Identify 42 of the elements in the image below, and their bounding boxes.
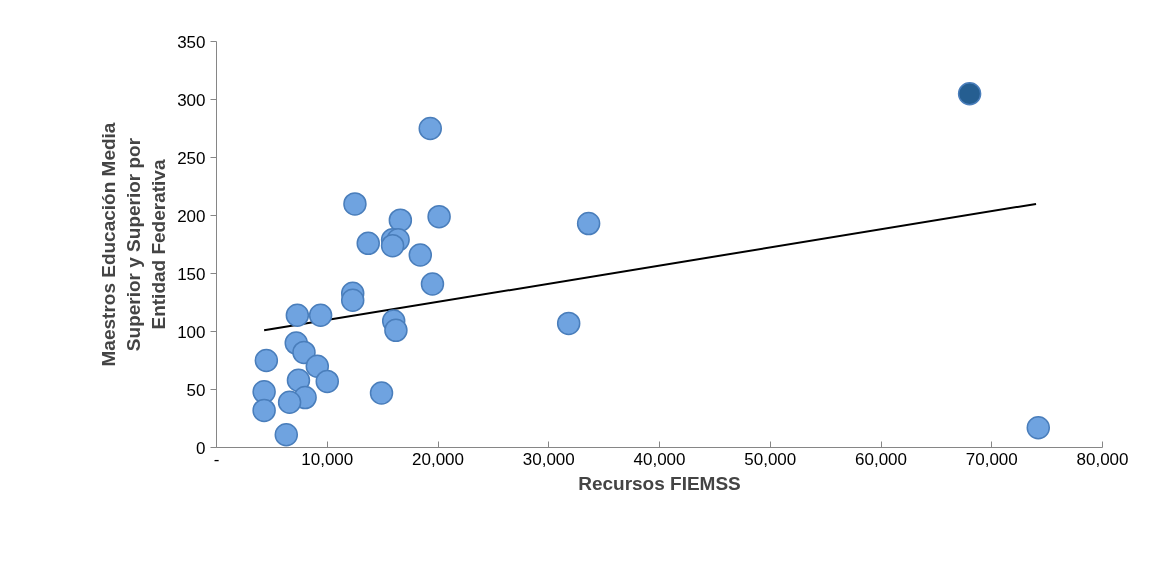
point (356, 231, 380, 256)
y-tick-label: 250 (177, 148, 206, 168)
x-tick-label: 10,000 (301, 449, 354, 469)
point (957, 81, 982, 106)
point (340, 288, 365, 312)
point (254, 348, 279, 373)
point (285, 303, 310, 327)
y-tick-label: 100 (177, 322, 206, 342)
point (252, 398, 276, 423)
point (369, 381, 394, 405)
point (277, 390, 302, 414)
x-tick-label: 60,000 (855, 449, 907, 469)
y-tick-label: 0 (196, 438, 206, 458)
point (274, 423, 299, 447)
y-tick-label: 50 (186, 380, 206, 400)
x-tick-label: 70,000 (965, 449, 1018, 469)
point (408, 243, 433, 267)
point (556, 311, 581, 336)
y-axis-title: Maestros Educación Media Superior y Superior por Entidad Federativa (97, 122, 170, 367)
point (292, 340, 316, 365)
point (427, 204, 451, 229)
point (576, 211, 601, 236)
x-tick-label: 80,000 (1076, 449, 1129, 469)
point (343, 192, 367, 216)
x-tick-label: - (213, 449, 220, 469)
y-tick-label: 150 (177, 264, 206, 284)
point (1026, 416, 1051, 440)
x-tick-label: 50,000 (744, 449, 797, 469)
y-tick-label: 350 (177, 32, 206, 52)
point (315, 369, 339, 394)
y-tick-label: 200 (177, 206, 206, 226)
x-axis-title: Recursos FIEMSS (578, 472, 741, 494)
point (418, 116, 442, 141)
point (380, 233, 405, 258)
x-tick-label: 30,000 (522, 449, 575, 469)
x-tick-label: 40,000 (633, 449, 686, 469)
point (308, 303, 333, 327)
point (420, 272, 445, 296)
x-tick-label: 20,000 (412, 449, 464, 469)
point (388, 208, 413, 232)
y-tick-label: 300 (177, 90, 206, 110)
point (384, 318, 408, 343)
